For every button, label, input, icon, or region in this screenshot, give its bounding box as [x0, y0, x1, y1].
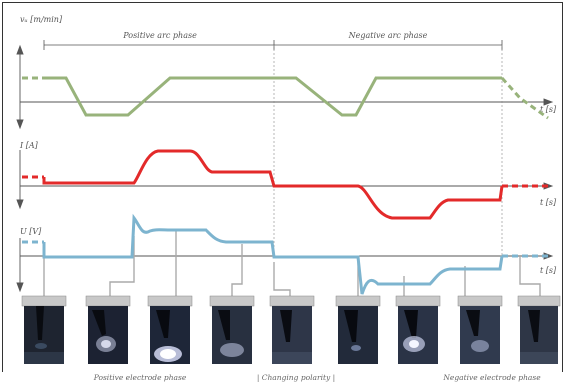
time-axis-label-speed: t [s]	[540, 105, 557, 114]
photo-strip	[21, 295, 561, 364]
arc-photo-5	[269, 295, 315, 364]
speed-time-arrow-icon	[543, 98, 554, 106]
speed-axis-arrow-up-icon	[16, 44, 24, 55]
arc-photo-3	[147, 295, 193, 364]
positive-electrode-phase-label: Positive electrode phase	[93, 373, 187, 382]
speed-curve	[22, 76, 549, 120]
voltage-curve-main	[42, 213, 504, 295]
negative-arc-phase-label: Negative arc phase	[348, 31, 428, 40]
current-axis-label: I [A]	[19, 141, 39, 150]
time-axis-label-current: t [s]	[540, 198, 557, 207]
speed-curve-main	[44, 76, 502, 117]
arc-photo-6	[335, 295, 381, 364]
arc-photo-4	[209, 295, 255, 364]
speed-axis-label: vᵤ [m/min]	[20, 15, 63, 24]
current-curve-main	[42, 149, 504, 220]
bottom-label-band	[2, 372, 563, 382]
arc-photo-7	[395, 295, 441, 364]
arc-photo-1	[21, 295, 67, 364]
negative-electrode-phase-label: Negative electrode phase	[442, 373, 541, 382]
current-curve	[22, 149, 548, 220]
arc-photo-9	[517, 295, 561, 364]
speed-axes	[16, 44, 554, 130]
speed-axis-arrow-down-icon	[16, 119, 24, 130]
speed-curve-dashed-end	[500, 76, 549, 120]
photo-connectors	[43, 230, 541, 296]
arc-photo-2	[85, 295, 131, 364]
voltage-curve	[22, 213, 548, 295]
current-axis-arrow-down-icon	[16, 199, 24, 210]
voltage-axis-arrow-down-icon	[16, 282, 24, 293]
positive-arc-phase-label: Positive arc phase	[122, 31, 197, 40]
voltage-axes	[16, 238, 554, 293]
time-axis-label-voltage: t [s]	[540, 266, 557, 275]
voltage-axis-label: U [V]	[20, 227, 42, 236]
arc-photo-8	[457, 295, 503, 364]
changing-polarity-label: | Changing polarity |	[257, 373, 335, 382]
